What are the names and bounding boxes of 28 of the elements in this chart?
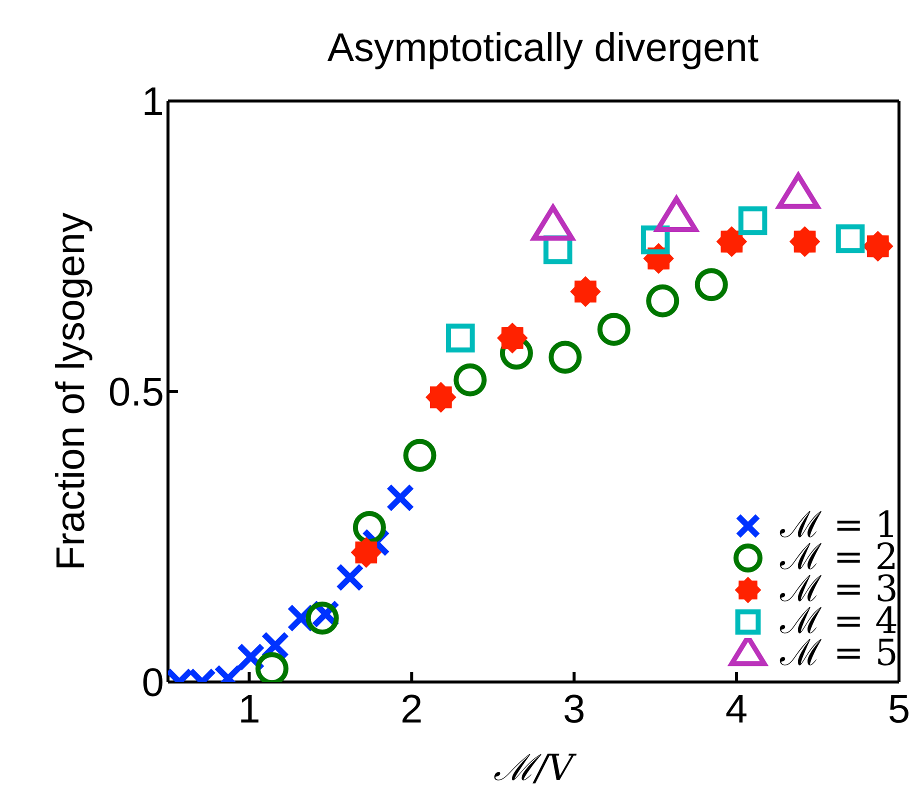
point bbox=[403, 438, 436, 472]
point bbox=[426, 382, 456, 413]
x-tick-label: 4 bbox=[725, 687, 748, 732]
chart-title: Asymptotically divergent bbox=[326, 25, 760, 72]
point bbox=[570, 276, 601, 307]
y-tick-label: 1 bbox=[142, 80, 164, 124]
point bbox=[496, 322, 528, 354]
y-axis-title: Fraction of lysogeny bbox=[49, 212, 94, 570]
x-tick-label: 1 bbox=[238, 687, 260, 732]
y-tick-label: 0.5 bbox=[108, 370, 164, 415]
y-tick-label: 0 bbox=[142, 661, 164, 706]
x-tick-label: 2 bbox=[400, 687, 423, 732]
point bbox=[446, 324, 475, 352]
point bbox=[789, 226, 820, 257]
point bbox=[694, 268, 728, 302]
point bbox=[597, 312, 630, 346]
point bbox=[738, 206, 768, 236]
point bbox=[836, 224, 865, 254]
point bbox=[352, 510, 386, 544]
x-tick-label: 5 bbox=[888, 687, 910, 732]
point bbox=[646, 284, 680, 318]
x-tick-label: 3 bbox=[562, 687, 586, 732]
point bbox=[350, 537, 382, 568]
point bbox=[454, 363, 487, 396]
x-axis-title: ℳ/V bbox=[493, 748, 578, 789]
point bbox=[548, 340, 582, 374]
point bbox=[716, 226, 748, 257]
legend-label: ℳ = 5 bbox=[780, 633, 898, 674]
